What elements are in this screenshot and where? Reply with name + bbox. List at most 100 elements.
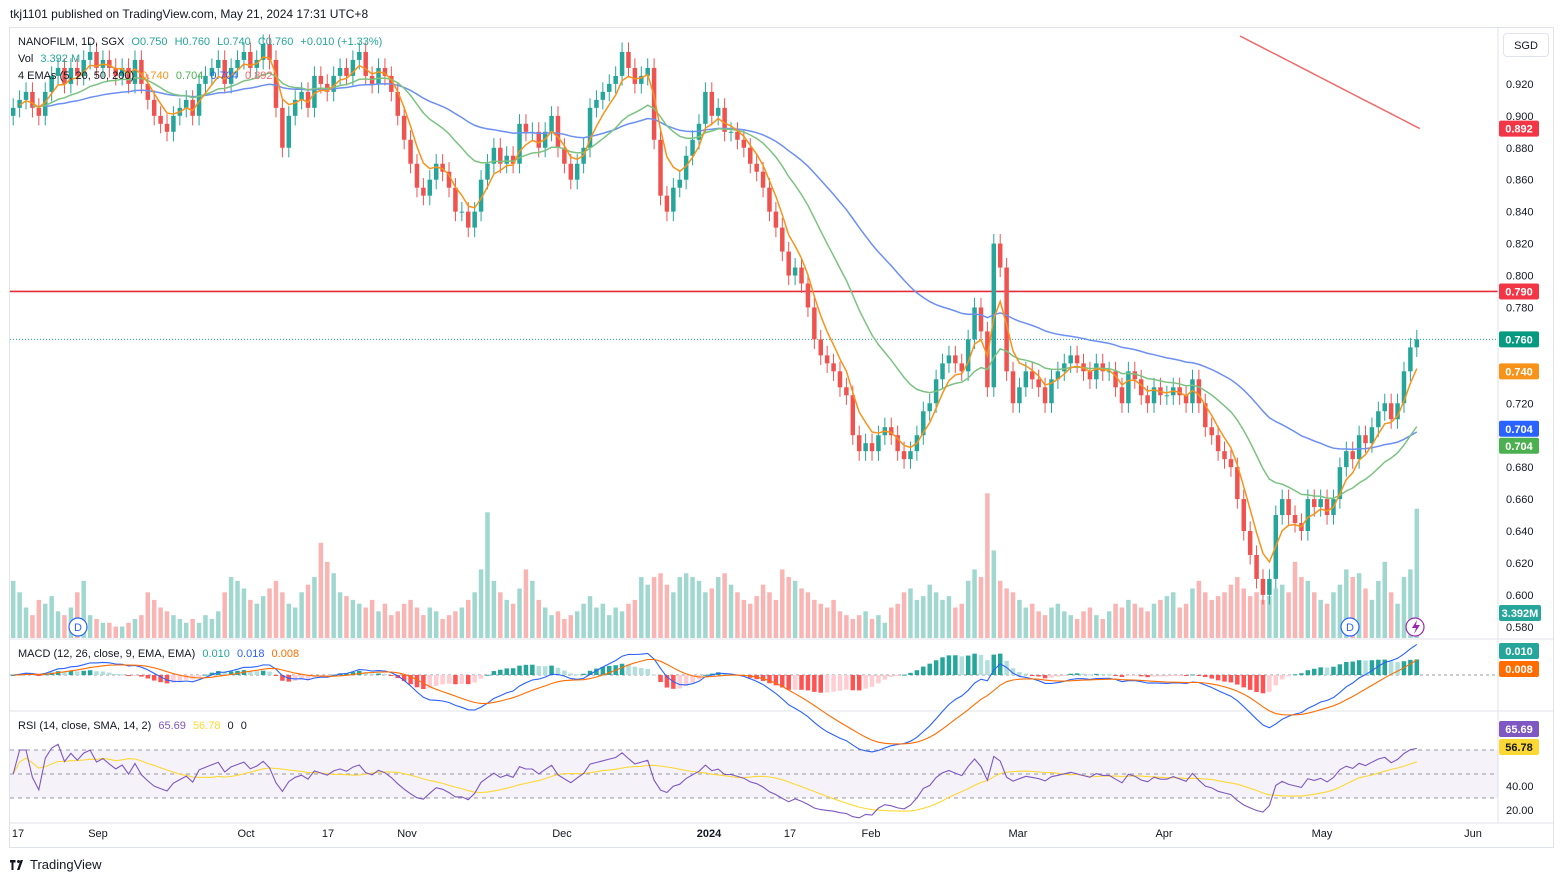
candle-body — [1004, 267, 1009, 372]
volume-bar — [850, 618, 856, 638]
macd-hist-bar — [1151, 675, 1157, 677]
tradingview-logo-icon — [10, 859, 23, 870]
macd-line — [13, 643, 1418, 753]
macd-hist-bar — [1299, 673, 1304, 675]
candle-body — [626, 51, 631, 68]
volume-bar — [568, 615, 574, 638]
macd-hist-bar — [1273, 675, 1279, 686]
volume-bar — [273, 580, 279, 638]
volume-bar — [184, 622, 189, 638]
macd-hist-bar — [1062, 675, 1067, 676]
candle-body — [87, 51, 93, 60]
candle-body — [946, 355, 952, 364]
candle-body — [1356, 435, 1362, 460]
candle-body — [421, 187, 426, 196]
candle-body — [613, 75, 618, 84]
candle-body — [107, 59, 112, 68]
ema-label[interactable]: 4 EMAs (5, 20, 50, 200) — [18, 70, 135, 82]
candle-body — [863, 443, 868, 452]
volume-bar — [1222, 592, 1227, 638]
price-tick-label: 0.680 — [1506, 462, 1534, 474]
macd-hist-bar — [1171, 675, 1176, 676]
macd-hist-bar — [927, 663, 932, 675]
candle-body — [1087, 371, 1093, 380]
macd-hist-bar — [1055, 675, 1061, 677]
rsi-label[interactable]: RSI (14, close, SMA, 14, 2) — [18, 720, 152, 732]
candle-body — [594, 99, 599, 108]
volume-bar — [1023, 607, 1029, 638]
volume-bar — [908, 588, 913, 638]
candle-body — [562, 147, 567, 164]
currency-selector[interactable]: SGD — [1503, 33, 1549, 57]
volume-bar — [1081, 611, 1086, 638]
candle-body — [780, 227, 785, 252]
candle-body — [286, 115, 292, 148]
candle-body — [639, 75, 644, 84]
candle-body — [927, 403, 932, 412]
volume-bar — [36, 599, 42, 638]
ema200-badge-label: 0.892 — [1505, 124, 1533, 136]
volume-bar — [280, 592, 285, 638]
macd-hist-bar — [1267, 675, 1272, 692]
macd-hist-bar — [837, 675, 843, 691]
candle-body — [1305, 499, 1311, 532]
volume-bar — [876, 615, 881, 638]
price-tick-label: 0.780 — [1506, 302, 1534, 314]
candle-body — [427, 179, 433, 196]
volume-bar — [1017, 599, 1022, 638]
candle-body — [1183, 395, 1189, 404]
volume-bar — [17, 592, 22, 638]
macd-hist-bar — [972, 653, 977, 675]
macd-hist-bar — [536, 666, 541, 675]
macd-hist-bar — [1132, 675, 1138, 676]
macd-hist-bar — [824, 675, 830, 693]
ema20-badge — [1499, 437, 1539, 454]
candle-body — [504, 155, 509, 164]
macd-hist-bar — [280, 675, 285, 681]
macd-hist-bar — [1030, 675, 1035, 676]
macd-hist-bar — [895, 675, 900, 676]
candle-body — [709, 91, 715, 116]
candle-body — [683, 155, 689, 180]
candle-body — [81, 59, 86, 76]
macd-hist-bar — [626, 664, 631, 675]
volume-bar — [1401, 577, 1407, 638]
volume-bar — [1299, 577, 1304, 638]
macd-signal-value: 0.008 — [271, 648, 300, 660]
candle-body — [318, 75, 324, 84]
candle-body — [978, 307, 984, 332]
volume-bar — [190, 618, 195, 638]
ema20-badge-label: 0.704 — [1505, 441, 1533, 453]
volume-bar — [645, 584, 650, 638]
candle-body — [139, 59, 144, 84]
macd-hist-bar — [196, 675, 202, 677]
candle-body — [498, 147, 503, 164]
vol-label[interactable]: Vol — [18, 53, 34, 65]
candle-body — [478, 179, 484, 212]
volume-bar — [677, 577, 682, 638]
candle-body — [1113, 371, 1118, 388]
volume-bar — [600, 603, 606, 638]
macd-hist-bar — [1164, 675, 1170, 677]
volume-bar — [498, 592, 503, 638]
macd-hist-bar — [1222, 675, 1227, 682]
volume-bar — [222, 592, 227, 638]
volume-bar — [722, 573, 727, 638]
candle-body — [132, 59, 138, 84]
lightning-icon — [1412, 620, 1420, 634]
candle-body — [216, 59, 221, 68]
volume-bar — [23, 607, 29, 638]
volume-bar — [1337, 584, 1343, 638]
volume-bar — [1286, 592, 1291, 638]
candle-body — [55, 67, 61, 76]
volume-bar — [997, 580, 1003, 638]
candle-body — [459, 211, 465, 213]
price-tick-label: 0.660 — [1506, 494, 1534, 506]
candle-body — [799, 267, 804, 284]
ema200-badge — [1499, 120, 1539, 137]
macd-hist-bar — [587, 670, 593, 675]
macd-label[interactable]: MACD (12, 26, close, 9, EMA, EMA) — [18, 648, 196, 660]
symbol-label[interactable]: NANOFILM, 1D, SGX — [18, 36, 125, 48]
candle-body — [414, 163, 420, 188]
